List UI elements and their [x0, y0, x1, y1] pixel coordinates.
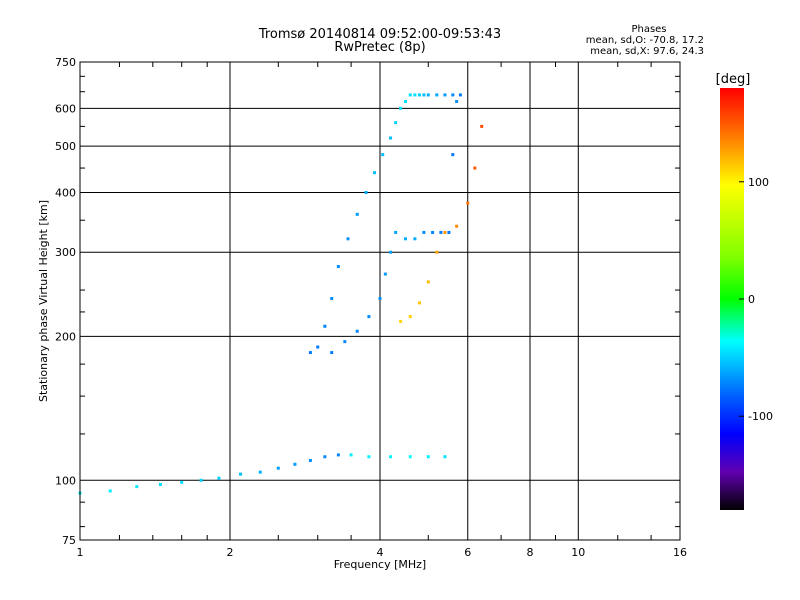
data-point — [443, 455, 447, 459]
y-tick-label: 400 — [55, 186, 76, 199]
data-point — [308, 351, 312, 355]
y-tick-label: 500 — [55, 140, 76, 153]
data-point — [422, 93, 426, 97]
data-point — [413, 93, 417, 97]
data-point — [417, 301, 421, 305]
data-point — [308, 458, 312, 462]
data-point — [408, 455, 412, 459]
phase-stats: Phases mean, sd,O: -70.8, 17.2 mean, sd,… — [554, 24, 704, 57]
data-point — [217, 476, 221, 480]
data-point — [316, 345, 320, 349]
data-point — [293, 462, 297, 466]
y-axis-label: Stationary phase Virtual Height [km] — [37, 200, 50, 402]
data-point — [426, 93, 430, 97]
data-point — [349, 453, 353, 457]
data-point — [323, 455, 327, 459]
data-point — [389, 250, 393, 254]
data-point — [408, 93, 412, 97]
data-point — [276, 466, 280, 470]
y-tick-label: 750 — [55, 56, 76, 69]
data-point — [323, 324, 327, 328]
data-point — [108, 489, 112, 493]
data-point — [451, 153, 455, 157]
x-tick-label: 1 — [77, 546, 84, 559]
data-point — [466, 201, 470, 205]
data-point — [439, 230, 443, 234]
x-tick-label: 8 — [527, 546, 534, 559]
data-point — [355, 212, 359, 216]
phase-stats-o: mean, sd,O: -70.8, 17.2 — [585, 35, 704, 46]
colorbar-tick-label: -100 — [748, 410, 773, 423]
colorbar-tick-label: 100 — [748, 176, 769, 189]
chart-title: Tromsø 20140814 09:52:00-09:53:43 — [258, 27, 502, 42]
data-point — [443, 93, 447, 97]
data-point — [373, 171, 377, 175]
data-point — [447, 230, 451, 234]
data-point — [383, 272, 387, 276]
data-point — [330, 351, 334, 355]
data-point — [431, 230, 435, 234]
data-point — [422, 230, 426, 234]
phase-stats-heading: Phases — [631, 24, 667, 35]
data-point — [480, 124, 484, 128]
y-tick-label: 300 — [55, 246, 76, 259]
y-tick-label: 100 — [55, 474, 76, 487]
data-point — [258, 470, 262, 474]
data-point — [417, 93, 421, 97]
x-tick-label: 10 — [571, 546, 585, 559]
y-tick-label: 200 — [55, 330, 76, 343]
data-point — [330, 297, 334, 301]
y-tick-label: 75 — [62, 534, 76, 547]
data-point — [394, 121, 398, 125]
data-point — [367, 315, 371, 319]
data-point — [336, 453, 340, 457]
data-point — [346, 237, 350, 241]
data-point — [355, 329, 359, 333]
data-point — [381, 153, 385, 157]
data-point — [455, 224, 459, 228]
data-point — [135, 485, 139, 489]
data-point — [367, 455, 371, 459]
data-point — [180, 480, 184, 484]
data-point — [443, 230, 447, 234]
data-point — [343, 340, 347, 344]
data-point — [364, 190, 368, 194]
colorbar-tick-label: 0 — [748, 293, 755, 306]
plot-frame — [79, 61, 681, 541]
data-point — [399, 106, 403, 110]
data-point — [378, 297, 382, 301]
chart-subtitle: RwPretec (8p) — [334, 40, 426, 55]
data-point — [389, 136, 393, 140]
data-point — [473, 166, 477, 170]
data-point — [426, 280, 430, 284]
x-axis-label: Frequency [MHz] — [334, 558, 426, 571]
data-point — [336, 265, 340, 269]
data-point — [403, 100, 407, 104]
data-point — [408, 315, 412, 319]
data-point — [239, 472, 243, 476]
data-point — [451, 93, 455, 97]
data-point — [413, 237, 417, 241]
phase-stats-x: mean, sd,X: 97.6, 24.3 — [590, 46, 704, 57]
data-point — [435, 250, 439, 254]
x-tick-label: 6 — [464, 546, 471, 559]
data-point — [394, 230, 398, 234]
colorbar-label: [deg] — [716, 72, 751, 87]
data-point — [158, 482, 162, 486]
data-point — [403, 237, 407, 241]
data-point — [435, 93, 439, 97]
data-point — [455, 100, 459, 104]
data-point — [458, 93, 462, 97]
data-point — [199, 478, 203, 482]
data-point — [399, 319, 403, 323]
x-tick-label: 16 — [673, 546, 687, 559]
data-point — [426, 455, 430, 459]
x-tick-label: 4 — [377, 546, 384, 559]
y-tick-label: 600 — [55, 102, 76, 115]
x-tick-label: 2 — [227, 546, 234, 559]
data-point — [389, 455, 393, 459]
